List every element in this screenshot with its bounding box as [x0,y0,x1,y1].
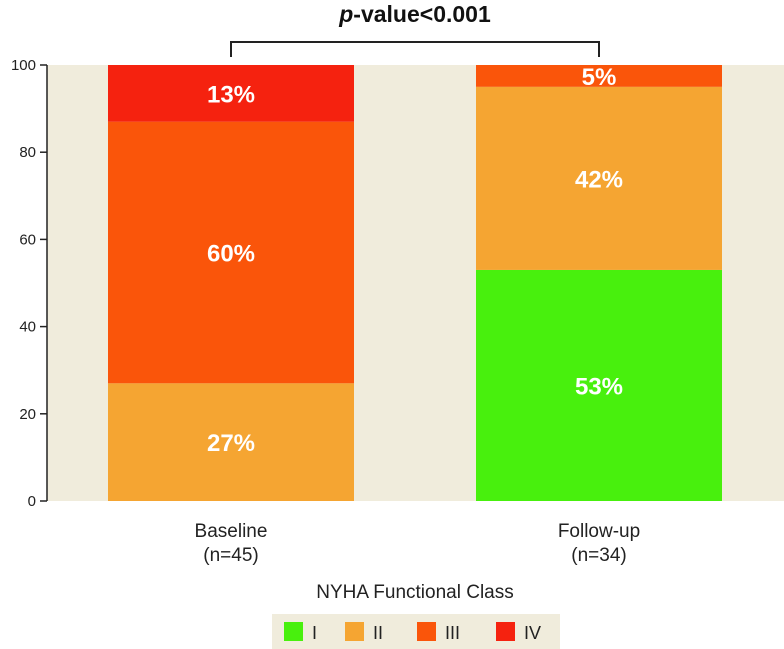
data-label: 5% [582,64,617,91]
bar-segment-follow-up-class-ii [476,86,722,270]
y-tick-label: 80 [19,144,36,161]
data-label: 60% [207,240,255,267]
bar-segment-follow-up-class-iii [476,65,722,87]
p-value-prefix: p [338,1,353,27]
data-label: 13% [207,81,255,108]
data-label: 42% [575,166,623,193]
legend-label-class-i: I [312,623,317,643]
p-value-annotation: p-value<0.001 [338,1,491,27]
bracket-line [230,41,600,57]
x-category-label: Baseline [195,521,268,542]
legend-label-class-iii: III [445,623,460,643]
p-value-suffix: -value<0.001 [353,1,491,27]
x-axis-labels: Baseline (n=45) Follow-up (n=34) [195,521,641,566]
legend-title: NYHA Functional Class [316,582,513,603]
x-category-sublabel: (n=34) [571,545,626,566]
bar-segment-baseline-class-ii [108,383,354,501]
y-tick-label: 20 [19,406,36,423]
bar-segment-baseline-class-iv [108,65,354,122]
data-label: 53% [575,373,623,400]
data-label: 27% [207,430,255,457]
bar-segment-follow-up-class-i [476,269,722,501]
bars-group: 27% 60% 13% 53% 42% 5% [108,64,722,501]
x-category-sublabel: (n=45) [203,545,258,566]
y-tick-label: 40 [19,319,36,336]
y-axis: 0 20 40 60 80 100 [11,57,48,510]
bar-segment-baseline-class-iii [108,121,354,384]
significance-bracket [230,41,600,57]
legend: I II III IV [272,614,560,649]
y-tick-label: 100 [11,57,36,74]
legend-swatch-class-iii [417,622,436,641]
legend-swatch-class-ii [345,622,364,641]
y-tick-label: 60 [19,231,36,248]
y-tick-label: 0 [28,493,36,510]
legend-swatch-class-i [284,622,303,641]
x-category-label: Follow-up [558,521,640,542]
legend-swatch-class-iv [496,622,515,641]
legend-label-class-ii: II [373,623,383,643]
legend-label-class-iv: IV [524,623,541,643]
